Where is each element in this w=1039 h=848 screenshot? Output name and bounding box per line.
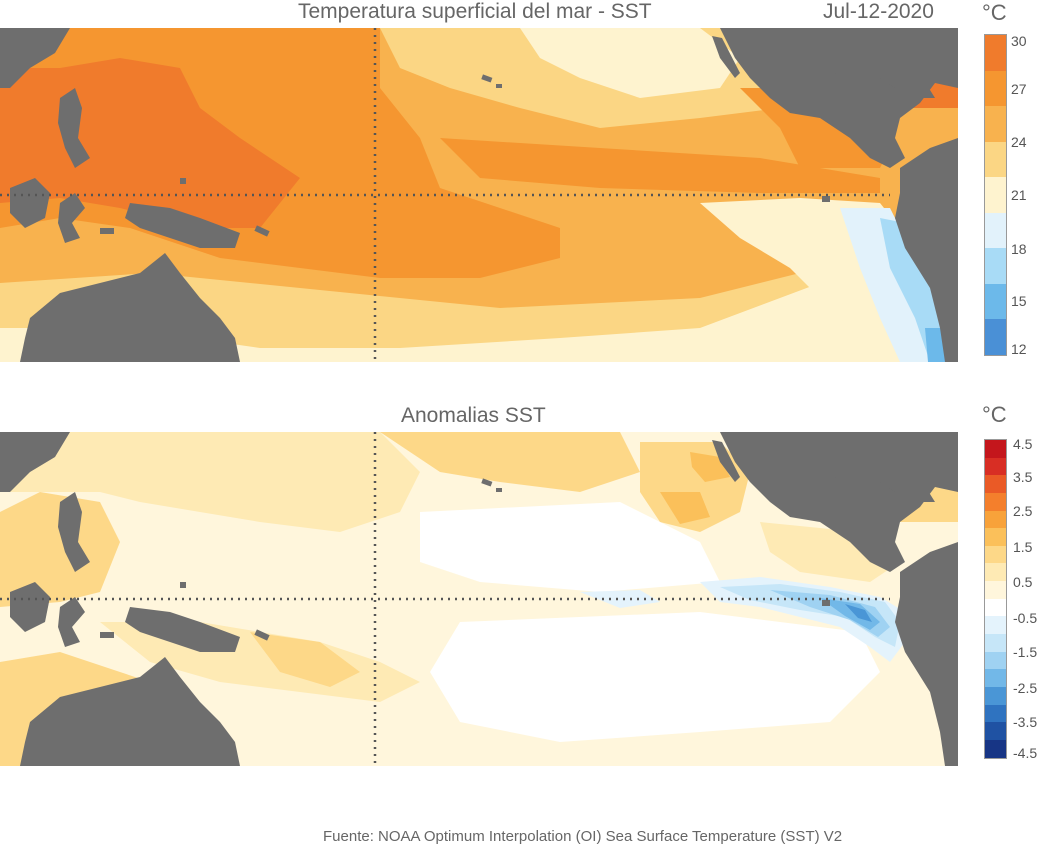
sst-colorbar-swatch — [985, 212, 1006, 249]
anomaly-colorbar-tick: 3.5 — [1013, 469, 1033, 485]
sst-colorbar-unit: °C — [982, 0, 1007, 25]
sst-colorbar-swatch — [985, 70, 1006, 107]
anomaly-colorbar-tick: -3.5 — [1013, 714, 1038, 730]
sst-colorbar-tick: 24 — [1011, 134, 1027, 150]
anomaly-colorbar-swatch — [985, 475, 1006, 493]
anomaly-map — [0, 432, 958, 766]
anomaly-colorbar-tick: -2.5 — [1013, 680, 1038, 696]
sst-colorbar-swatch — [985, 35, 1006, 71]
anomaly-colorbar-swatch — [985, 581, 1006, 599]
sst-colorbar-tick: 15 — [1011, 293, 1027, 309]
anomaly-colorbar-tick: 1.5 — [1013, 539, 1033, 555]
sst-map-title: Temperatura superficial del mar - SST — [298, 0, 652, 23]
anomaly-colorbar-tick: -4.5 — [1013, 745, 1038, 761]
anomaly-colorbar-swatch — [985, 545, 1006, 564]
sst-colorbar-swatch — [985, 283, 1006, 320]
anomaly-colorbar-swatch — [985, 440, 1006, 458]
anomaly-colorbar-swatch — [985, 528, 1006, 546]
sst-colorbar-tick: 30 — [1011, 33, 1027, 49]
anomaly-colorbar-tick: -1.5 — [1013, 644, 1038, 660]
anomaly-colorbar-swatch — [985, 616, 1006, 635]
anomaly-colorbar-tick: -0.5 — [1013, 610, 1038, 626]
sst-map — [0, 28, 958, 362]
anomaly-colorbar-swatch — [985, 669, 1006, 687]
sst-colorbar-swatch — [985, 141, 1006, 178]
anomaly-colorbar-swatch — [985, 598, 1006, 617]
sst-colorbar-tick: 27 — [1011, 81, 1027, 97]
sst-colorbar-tick: 18 — [1011, 241, 1027, 257]
sst-map-date: Jul-12-2020 — [823, 0, 934, 23]
anomaly-colorbar-swatch — [985, 704, 1006, 723]
anomaly-colorbar-swatch — [985, 686, 1006, 705]
anomaly-colorbar-swatch — [985, 722, 1006, 740]
data-source-credit: Fuente: NOAA Optimum Interpolation (OI) … — [323, 828, 843, 845]
anomaly-colorbar-swatch — [985, 739, 1006, 758]
sst-colorbar-tick: 21 — [1011, 187, 1027, 203]
sst-colorbar-swatch — [985, 177, 1006, 213]
anomaly-colorbar-tick: 4.5 — [1013, 436, 1033, 452]
anomaly-colorbar-swatch — [985, 563, 1006, 582]
anomaly-colorbar — [984, 439, 1007, 759]
sst-colorbar-tick: 12 — [1011, 341, 1027, 357]
anomaly-colorbar-swatch — [985, 510, 1006, 529]
sst-colorbar-swatch — [985, 319, 1006, 355]
anomaly-colorbar-tick: 0.5 — [1013, 574, 1033, 590]
sst-colorbar — [984, 34, 1007, 356]
sst-colorbar-swatch — [985, 248, 1006, 284]
sst-colorbar-swatch — [985, 106, 1006, 142]
anomaly-colorbar-swatch — [985, 651, 1006, 670]
anomaly-colorbar-tick: 2.5 — [1013, 503, 1033, 519]
anomaly-colorbar-swatch — [985, 492, 1006, 511]
anomaly-map-title: Anomalias SST — [401, 404, 546, 427]
anomaly-colorbar-unit: °C — [982, 402, 1007, 427]
anomaly-colorbar-swatch — [985, 457, 1006, 476]
anomaly-colorbar-swatch — [985, 634, 1006, 652]
